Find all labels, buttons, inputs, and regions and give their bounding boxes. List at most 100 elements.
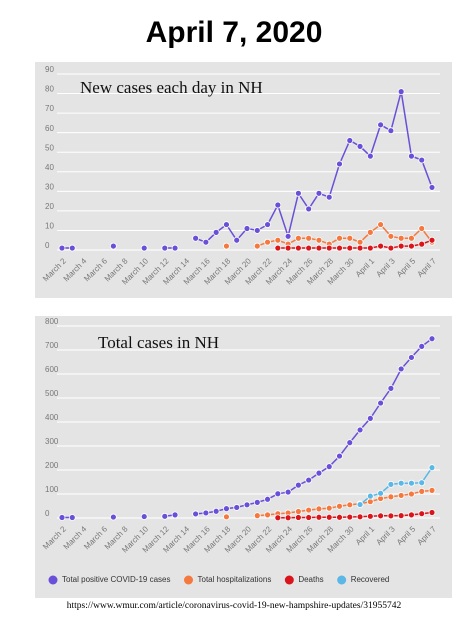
data-point [346, 501, 354, 509]
data-point [305, 234, 313, 242]
data-point [68, 514, 76, 521]
data-point [356, 244, 364, 252]
series-line [277, 239, 433, 249]
data-point [428, 464, 436, 472]
data-point [171, 244, 179, 252]
source: https://www.wmur.com/article/coronavirus… [67, 601, 402, 611]
y-tick-label: 100 [45, 485, 59, 494]
data-point [397, 88, 405, 95]
data-point [377, 512, 385, 520]
data-point [408, 354, 415, 361]
data-point [356, 426, 364, 434]
data-point [387, 480, 395, 488]
data-point [253, 227, 261, 234]
data-point [387, 127, 395, 135]
data-point [356, 238, 364, 246]
data-point [366, 228, 374, 236]
data-point [336, 513, 343, 521]
data-point [171, 511, 179, 519]
data-point [408, 152, 415, 160]
data-point [294, 514, 302, 521]
data-point [428, 335, 436, 343]
data-point [387, 232, 395, 240]
y-tick-label: 50 [45, 143, 54, 152]
data-point [253, 498, 261, 506]
data-point [397, 365, 405, 373]
data-point [418, 479, 426, 487]
data-point [366, 244, 374, 252]
data-point [418, 225, 426, 232]
data-point [233, 236, 241, 244]
data-point [418, 510, 426, 518]
data-point [408, 490, 415, 498]
data-point [346, 244, 354, 252]
data-point [408, 479, 415, 487]
data-point [325, 244, 333, 252]
data-point [294, 481, 302, 489]
data-point [428, 509, 436, 516]
data-point [223, 221, 230, 228]
data-point [315, 236, 323, 244]
data-point [284, 488, 292, 496]
data-point [366, 152, 374, 160]
y-tick-label: 0 [45, 241, 50, 250]
data-point [428, 184, 436, 191]
data-point [253, 512, 261, 519]
data-point [336, 502, 343, 510]
data-point [305, 244, 313, 252]
data-point [305, 514, 313, 521]
data-point [161, 244, 169, 252]
data-point [315, 513, 323, 521]
data-point [325, 463, 333, 471]
y-tick-label: 600 [45, 365, 59, 374]
series-line [277, 511, 433, 519]
data-point [315, 189, 323, 197]
data-point [408, 511, 415, 519]
data-point [58, 244, 66, 252]
data-point [68, 244, 76, 252]
data-point [346, 513, 354, 521]
y-tick-label: 700 [45, 341, 59, 350]
data-point [315, 505, 323, 513]
data-point [336, 452, 343, 460]
chart-title: New cases each day in NH [80, 78, 263, 97]
data-point [243, 501, 251, 509]
data-point [377, 121, 385, 129]
data-point [274, 201, 282, 209]
data-point [418, 342, 426, 350]
data-point [109, 242, 117, 250]
data-point [264, 238, 271, 246]
data-point [336, 160, 343, 168]
y-tick-label: 40 [45, 163, 54, 172]
data-point [346, 137, 354, 144]
data-point [284, 232, 292, 240]
y-tick-label: 10 [45, 222, 54, 231]
y-tick-label: 30 [45, 182, 54, 191]
data-point [140, 244, 148, 252]
legend-label: Recovered [351, 575, 390, 584]
data-point [336, 234, 343, 242]
data-point [202, 238, 210, 246]
data-point [387, 493, 395, 501]
data-point [212, 228, 220, 236]
data-point [294, 508, 302, 515]
data-point [397, 242, 405, 250]
data-point [294, 244, 302, 252]
data-point [274, 244, 282, 252]
data-point [366, 492, 374, 500]
legend-swatch [284, 575, 294, 585]
data-point [377, 489, 385, 497]
data-point [387, 384, 395, 392]
data-point [336, 244, 343, 252]
data-point [377, 242, 385, 250]
data-point [109, 513, 117, 521]
data-point [346, 234, 354, 242]
panel [35, 62, 452, 298]
data-point [418, 240, 426, 248]
data-point [223, 505, 230, 513]
data-point [428, 486, 436, 494]
data-point [274, 236, 282, 244]
data-point [366, 414, 374, 422]
data-point [274, 490, 282, 498]
y-tick-label: 200 [45, 461, 59, 470]
